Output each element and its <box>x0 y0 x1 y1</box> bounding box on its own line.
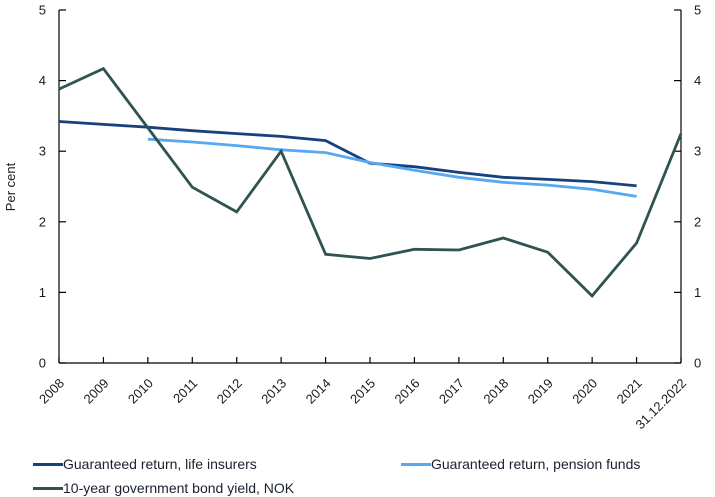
y-axis-tick-label-left: 3 <box>39 144 46 159</box>
series-line-10-year-government-bond-yield-nok <box>58 66 683 298</box>
line-chart: 0 0 1 1 2 2 3 3 4 4 5 5 2008 2009 2010 2011 2012 2013 2014… <box>3 3 701 433</box>
x-axis-tick-label: 2016 <box>391 376 422 407</box>
y-axis-tick-label-left: 0 <box>39 356 46 371</box>
y-axis-tick-label-left: 4 <box>39 73 46 88</box>
x-axis-tick-label: 2017 <box>436 376 467 407</box>
x-axis-tick-label: 2012 <box>214 376 245 407</box>
y-axis-title: Per cent <box>3 162 18 211</box>
y-axis-tick-label-left: 1 <box>39 285 46 300</box>
legend-item-life-insurers: Guaranteed return, life insurers <box>33 456 257 472</box>
x-axis-tick-label: 2021 <box>614 376 645 407</box>
legend-item-bond-yield: 10-year government bond yield, NOK <box>33 480 294 496</box>
y-axis-tick-label-right: 3 <box>694 144 701 159</box>
legend-label-bond-yield: 10-year government bond yield, NOK <box>63 480 295 496</box>
legend-swatch-pension-funds <box>401 462 431 466</box>
x-axis-tick-label: 2008 <box>36 376 67 407</box>
y-axis-tick-label-right: 2 <box>694 214 701 229</box>
legend-label-life-insurers: Guaranteed return, life insurers <box>63 456 257 472</box>
legend-swatch-life-insurers <box>33 462 63 466</box>
x-axis-tick-label: 2015 <box>347 376 378 407</box>
x-axis-tick-label: 2010 <box>125 376 156 407</box>
x-axis-tick-label: 2013 <box>258 376 289 407</box>
legend-swatch-bond-yield <box>33 486 63 490</box>
y-axis-tick-label-right: 0 <box>694 356 701 371</box>
x-axis-tick-label: 2020 <box>569 376 600 407</box>
y-axis-tick-label-right: 4 <box>694 73 701 88</box>
x-axis-tick-label: 2009 <box>80 376 111 407</box>
series-line-guaranteed-return-life-insurers <box>58 120 637 188</box>
x-axis-tick-label: 2014 <box>303 376 334 407</box>
y-axis-tick-label-left: 5 <box>39 3 46 18</box>
y-axis-tick-label-left: 2 <box>39 214 46 229</box>
legend-item-pension-funds: Guaranteed return, pension funds <box>401 456 640 472</box>
y-axis-tick-label-right: 5 <box>694 3 701 18</box>
x-axis-tick-label: 2019 <box>525 376 556 407</box>
y-axis-tick-label-right: 1 <box>694 285 701 300</box>
legend-label-pension-funds: Guaranteed return, pension funds <box>431 456 641 472</box>
x-axis-tick-label: 2011 <box>170 376 200 406</box>
x-axis-tick-label: 2018 <box>480 376 511 407</box>
series-line-guaranteed-return-pension-funds <box>147 137 637 198</box>
